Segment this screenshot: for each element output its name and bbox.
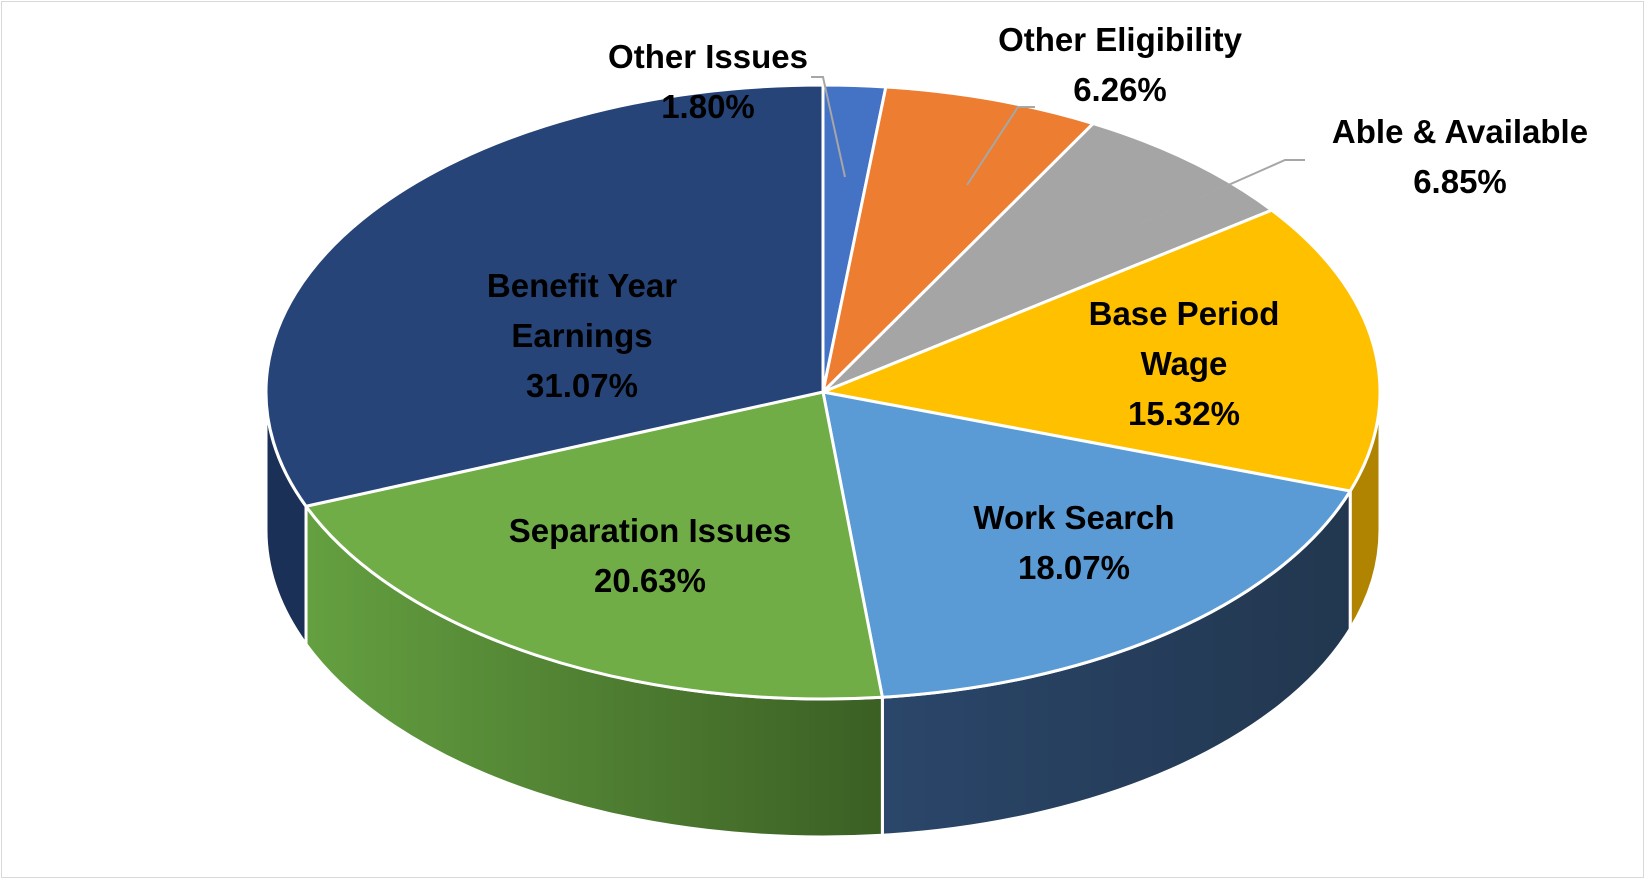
label-line-base-period-wage: Base Period — [1089, 295, 1280, 332]
label-other-issues: Other Issues 1.80% — [608, 38, 808, 125]
label-line-able-and-available: Able & Available — [1332, 113, 1588, 150]
leader-line-other-issues — [811, 76, 846, 178]
value-able-and-available: 6.85% — [1413, 163, 1507, 200]
slice-benefit-year-earnings — [264, 83, 825, 508]
slice-labels: Other Issues 1.80% Other Eligibility 6.26% A… — [487, 21, 1588, 599]
label-able-and-available: Able & Available 6.85% — [1332, 113, 1588, 200]
value-separation-issues: 20.63% — [594, 562, 706, 599]
leader-lines — [811, 76, 1305, 225]
label-benefit-year-earnings: Benefit Year Earnings 31.07% — [487, 267, 677, 404]
label-separation-issues: Separation Issues 20.63% — [509, 512, 791, 599]
label-work-search: Work Search 18.07% — [973, 499, 1174, 586]
pie-sides — [264, 391, 1382, 839]
value-other-issues: 1.80% — [661, 88, 755, 125]
label-base-period-wage: Base Period Wage 15.32% — [1089, 295, 1280, 432]
label-line-benefit-year-earnings: Benefit Year — [487, 267, 677, 304]
label-line-benefit-year-earnings: Earnings — [511, 317, 652, 354]
label-line-base-period-wage: Wage — [1141, 345, 1228, 382]
label-line-other-eligibility: Other Eligibility — [998, 21, 1243, 58]
slice-separation-issues — [304, 390, 884, 701]
slice-work-search — [821, 390, 1352, 699]
label-line-work-search: Work Search — [973, 499, 1174, 536]
slice-other-eligibility — [821, 85, 1095, 394]
pie-tops — [264, 83, 1382, 701]
label-line-other-issues: Other Issues — [608, 38, 808, 75]
leader-line-other-eligibility — [966, 106, 1035, 186]
value-other-eligibility: 6.26% — [1073, 71, 1167, 108]
slice-able-and-available — [821, 122, 1274, 394]
leader-line-able-and-available — [1139, 159, 1305, 225]
value-work-search: 18.07% — [1018, 549, 1130, 586]
value-benefit-year-earnings: 31.07% — [526, 367, 638, 404]
value-base-period-wage: 15.32% — [1128, 395, 1240, 432]
label-line-separation-issues: Separation Issues — [509, 512, 791, 549]
slice-base-period-wage — [821, 208, 1382, 493]
label-other-eligibility: Other Eligibility 6.26% — [998, 21, 1243, 108]
